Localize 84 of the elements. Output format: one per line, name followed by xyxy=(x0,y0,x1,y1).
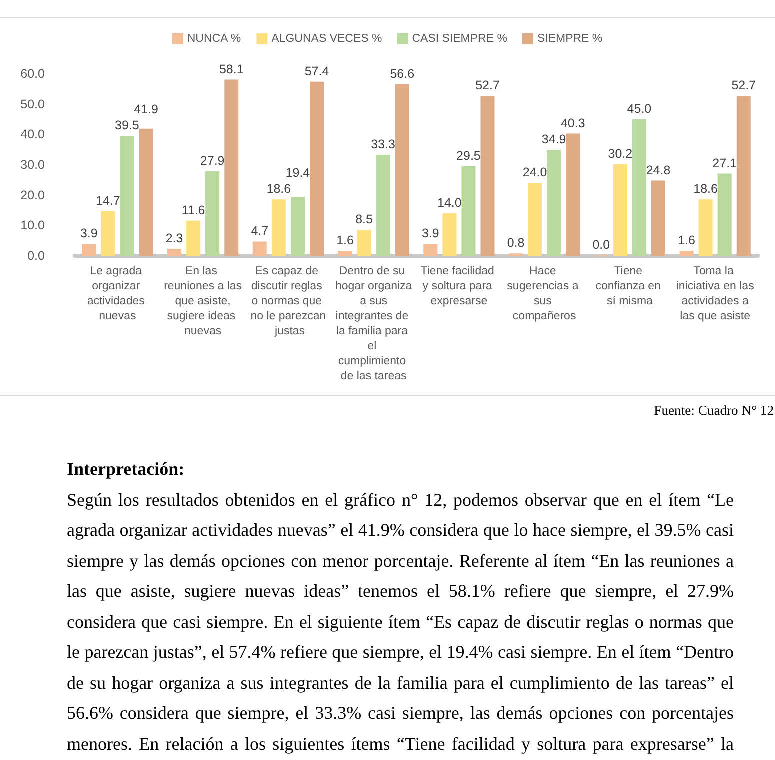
legend-label: SIEMPRE % xyxy=(537,33,603,45)
y-tick-label: 20.0 xyxy=(20,188,46,202)
x-tick-label: Tiene facilidad y soltura para expresarse xyxy=(420,266,498,308)
bar xyxy=(139,128,154,256)
data-label: 1.6 xyxy=(336,234,354,248)
bar xyxy=(252,242,267,256)
bar xyxy=(528,183,542,256)
data-label: 27.1 xyxy=(712,156,738,170)
data-label: 24.8 xyxy=(646,163,671,178)
data-label: 56.6 xyxy=(390,66,415,81)
text: Interpretación: xyxy=(67,458,186,481)
bar xyxy=(424,244,438,256)
bar xyxy=(186,220,201,256)
x-tick-label: Hace sugerencias a sus compañeros xyxy=(507,266,582,322)
x-tick-label: Dentro de su hogar organiza a sus integrantes de la familia para el cumplimiento de las tareas xyxy=(335,266,413,382)
y-tick-label: 10.0 xyxy=(20,218,46,233)
bar xyxy=(395,84,410,256)
data-label: 24.0 xyxy=(522,166,548,180)
bar xyxy=(462,166,476,256)
data-label: 1.6 xyxy=(678,234,696,248)
bar xyxy=(224,80,239,256)
bar xyxy=(310,82,324,256)
bar xyxy=(632,120,646,256)
bar xyxy=(613,164,628,256)
data-label: 57.4 xyxy=(304,64,330,78)
bar xyxy=(442,214,457,256)
bar xyxy=(480,96,495,256)
bar xyxy=(82,244,96,256)
x-tick-label: Tiene confianza en sí misma xyxy=(596,266,664,308)
text: Según los resultados obtenidos en el gráfico n° 12, podemos observar que en el ítem “Le agrada organizar actividades nuevas” el 41.9% considera que lo hace siempre, el 39.5% casi siempre y las demás opciones con menor porcentaje. Referente al ítem “En las reuniones a las que asiste, sugiere nuevas ideas” tenemos el 58.1% refiere que siempre, el 27.9% considera que casi siempre. En el siguiente ítem “Es capaz de discutir reglas o normas que le parezcan justas”, el 57.4% refiere que siempre, el 19.4% casi siempre. En el ítem “Dentro de su hogar organiza a sus integrantes de la familia para el cumplimiento de las tareas” el 56.6% considera que siempre, el 33.3% casi siempre, las demás opciones con porcentajes menores. En relación a los siguientes ítems “Tiene facilidad y soltura para expresarse” la xyxy=(67,490,734,754)
bar xyxy=(680,251,694,256)
data-label: 39.5 xyxy=(115,118,140,133)
y-tick-label: 30.0 xyxy=(20,158,46,172)
bar xyxy=(272,200,286,256)
bar xyxy=(206,171,220,256)
data-label: 8.5 xyxy=(356,212,374,227)
bar xyxy=(338,251,352,256)
bar xyxy=(168,249,182,256)
x-tick-label: Es capaz de discutir reglas o normas que no le parezcan justas xyxy=(250,266,326,338)
x-tick-label: Le agrada organizar actividades nuevas xyxy=(87,266,148,322)
legend-label: NUNCA % xyxy=(187,33,242,45)
source-note: Fuente: Cuadro N° 12 xyxy=(653,403,774,418)
data-label: 34.9 xyxy=(542,132,566,147)
data-label: 52.7 xyxy=(476,78,500,93)
data-label: 52.7 xyxy=(732,78,756,93)
bar xyxy=(101,211,116,256)
data-label: 3.9 xyxy=(80,226,98,241)
data-label: 33.3 xyxy=(371,137,396,152)
data-label: 30.2 xyxy=(608,146,633,161)
bar xyxy=(651,180,666,256)
x-tick-label: En las reuniones a las que asiste, sugiere ideas nuevas xyxy=(164,266,242,338)
data-label: 41.9 xyxy=(134,102,158,117)
legend-label: CASI SIEMPRE % xyxy=(412,33,508,45)
data-label: 40.3 xyxy=(560,116,586,130)
bar xyxy=(376,154,390,256)
data-label: 0.8 xyxy=(507,236,525,250)
data-label: 3.9 xyxy=(422,226,440,241)
bar xyxy=(547,150,562,256)
y-tick-label: 40.0 xyxy=(20,128,46,142)
data-label: 27.9 xyxy=(200,154,225,168)
bar xyxy=(120,136,134,256)
data-label: 18.6 xyxy=(694,182,718,196)
legend-label: ALGUNAS VECES % xyxy=(272,33,382,45)
bar xyxy=(566,134,580,256)
data-label: 2.3 xyxy=(166,232,184,246)
data-label: 45.0 xyxy=(627,102,652,116)
data-label: 18.6 xyxy=(266,182,292,196)
data-label: 0.0 xyxy=(592,238,610,252)
x-tick-label: Toma la iniciativa en las actividades a las que asiste xyxy=(676,266,755,322)
data-label: 14.7 xyxy=(96,194,120,208)
y-tick-label: 0.0 xyxy=(28,249,46,263)
y-tick-label: 60.0 xyxy=(20,67,46,81)
data-label: 14.0 xyxy=(437,196,462,210)
bar xyxy=(736,96,751,256)
bar xyxy=(718,174,732,256)
y-tick-label: 50.0 xyxy=(20,97,46,112)
data-label: 4.7 xyxy=(251,224,269,238)
bar xyxy=(290,197,305,256)
data-label: 11.6 xyxy=(182,203,206,218)
data-label: 58.1 xyxy=(219,62,244,76)
bar xyxy=(357,230,372,256)
bar xyxy=(698,200,713,256)
data-label: 19.4 xyxy=(286,166,310,180)
data-label: 29.5 xyxy=(456,149,481,164)
